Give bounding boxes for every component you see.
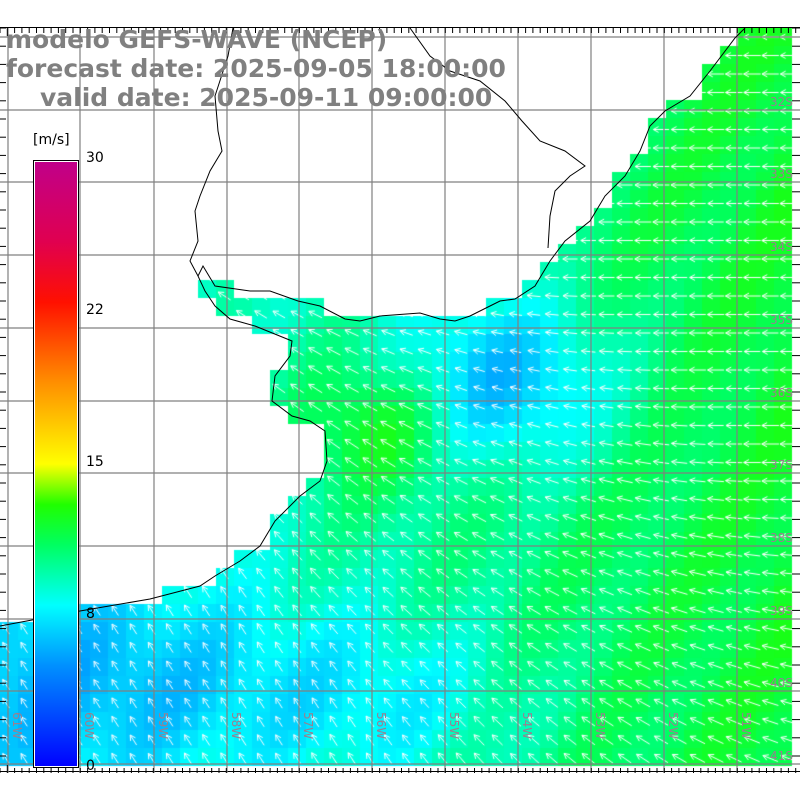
longitude-label: 54W	[520, 712, 534, 740]
longitude-label: 61W	[10, 712, 24, 740]
latitude-label: 34S	[770, 240, 793, 254]
colorbar	[33, 160, 79, 768]
colorbar-label-30: 30	[86, 150, 104, 166]
latitude-label: 36S	[770, 386, 793, 400]
model-title: modelo GEFS-WAVE (NCEP)	[6, 25, 388, 54]
river-border-line	[189, 28, 234, 277]
longitude-label: 59W	[156, 712, 170, 740]
colorbar-label-8: 8	[86, 606, 95, 622]
longitude-label: 55W	[447, 712, 461, 740]
longitude-label: 60W	[82, 712, 96, 740]
coastline	[0, 28, 746, 627]
colorbar-unit: [m/s]	[33, 132, 70, 148]
colorbar-label-0: 0	[86, 758, 95, 774]
wind-map	[0, 27, 800, 773]
country-border-line	[409, 28, 586, 249]
longitude-label: 53W	[593, 712, 607, 740]
latitude-label: 40S	[770, 676, 793, 690]
latitude-label: 37S	[770, 458, 793, 472]
valid-date: valid date: 2025-09-11 09:00:00	[40, 83, 493, 112]
latitude-label: 39S	[770, 604, 793, 618]
map-overlay	[0, 28, 800, 773]
colorbar-label-15: 15	[86, 454, 104, 470]
longitude-label: 57W	[301, 712, 315, 740]
longitude-label: 52W	[666, 712, 680, 740]
latitude-label: 41S	[770, 749, 793, 763]
latitude-label: 35S	[770, 313, 793, 327]
latitude-label: 32S	[770, 95, 793, 109]
colorbar-label-22: 22	[86, 302, 104, 318]
forecast-date: forecast date: 2025-09-05 18:00:00	[6, 54, 506, 83]
longitude-label: 51W	[739, 712, 753, 740]
latitude-label: 33S	[770, 167, 793, 181]
longitude-label: 56W	[374, 712, 388, 740]
latitude-label: 38S	[770, 531, 793, 545]
longitude-label: 58W	[229, 712, 243, 740]
